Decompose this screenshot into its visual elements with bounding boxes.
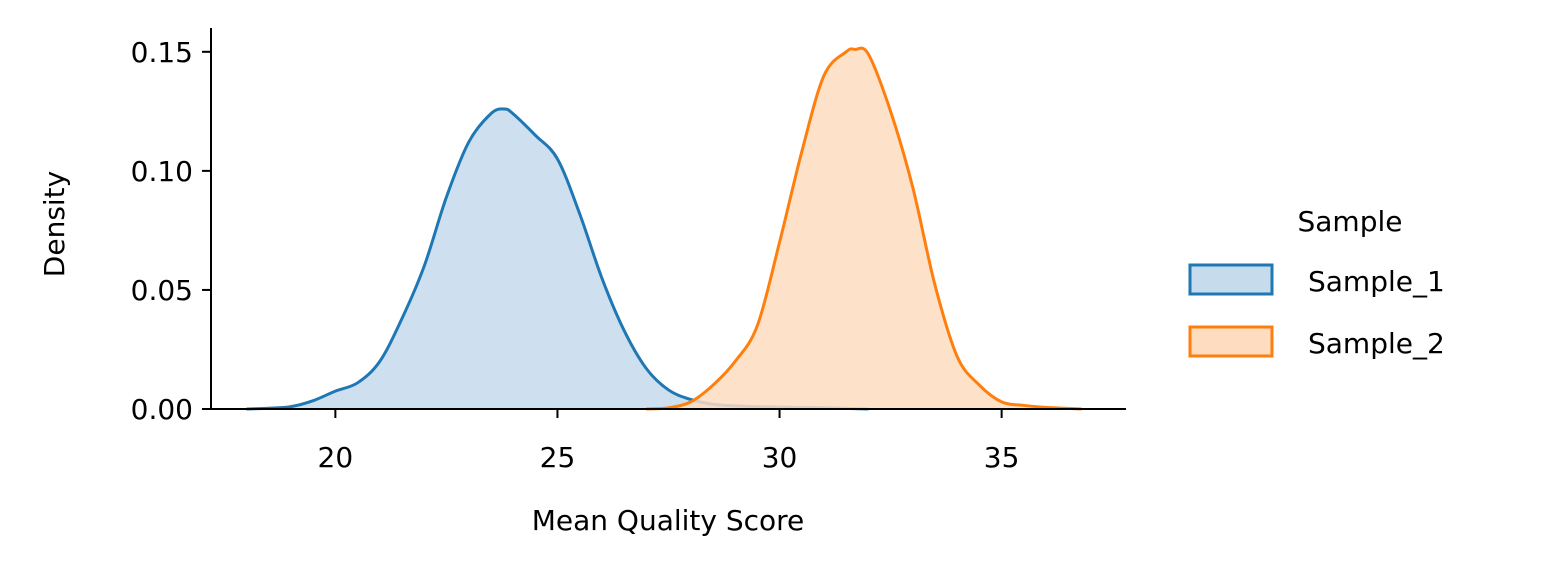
y-tick-label: 0.15 bbox=[131, 36, 193, 69]
series-2-line bbox=[646, 46, 1082, 411]
x-tick-label: 30 bbox=[762, 441, 798, 474]
legend-title: Sample bbox=[1298, 205, 1403, 238]
y-ticks: 0.00 0.05 0.10 0.15 bbox=[131, 36, 211, 426]
series-2-area bbox=[646, 48, 1082, 410]
y-tick-label: 0.00 bbox=[131, 393, 193, 426]
legend-swatch bbox=[1188, 263, 1274, 296]
plot-area bbox=[246, 46, 1082, 411]
y-tick-label: 0.05 bbox=[131, 274, 193, 307]
legend-label: Sample_1 bbox=[1308, 265, 1445, 298]
x-axis-label: Mean Quality Score bbox=[532, 504, 805, 537]
legend-label: Sample_2 bbox=[1308, 327, 1445, 360]
legend-swatch bbox=[1188, 325, 1274, 358]
series-1-area bbox=[246, 108, 869, 409]
x-tick-label: 35 bbox=[984, 441, 1020, 474]
y-axis-label: Density bbox=[38, 171, 71, 277]
x-ticks: 20 25 30 35 bbox=[318, 409, 1020, 474]
legend: Sample Sample_1 Sample_2 bbox=[1188, 205, 1445, 360]
x-tick-label: 20 bbox=[318, 441, 354, 474]
y-tick-label: 0.10 bbox=[131, 155, 193, 188]
axes bbox=[210, 28, 1126, 410]
x-tick-label: 25 bbox=[540, 441, 576, 474]
